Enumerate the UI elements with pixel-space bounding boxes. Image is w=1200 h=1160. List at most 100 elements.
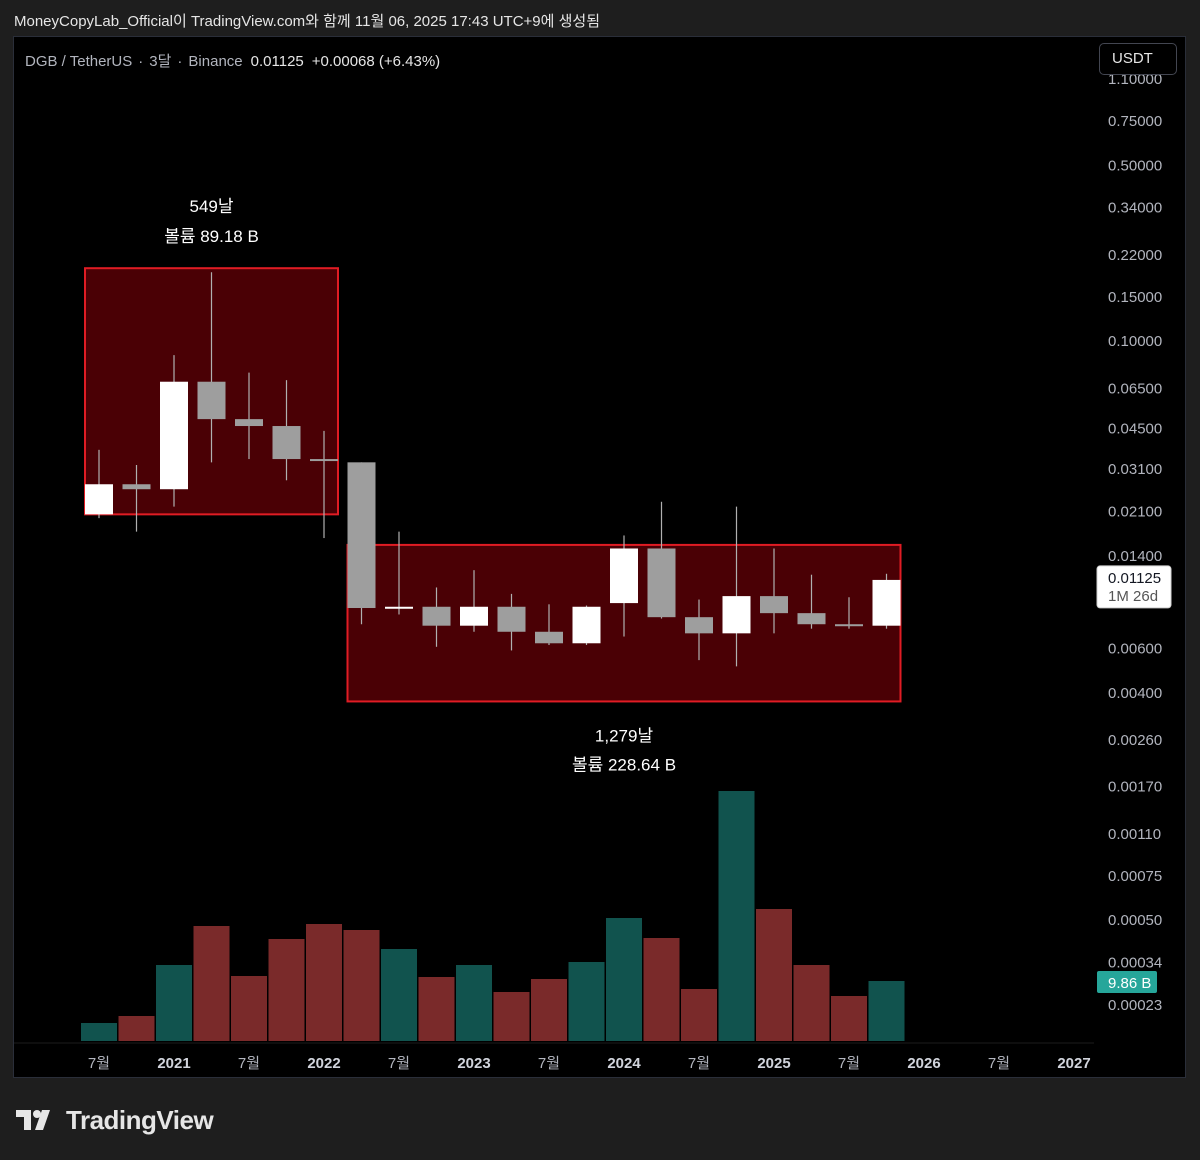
volume-bar [268, 939, 305, 1041]
exchange-label: Binance [188, 53, 243, 70]
chart-attribution: MoneyCopyLab_Official이 TradingView.com와 … [14, 13, 601, 30]
price-axis-label: 0.00400 [1108, 685, 1162, 702]
volume-bar [568, 962, 605, 1041]
price-axis-label: 0.34000 [1108, 199, 1162, 216]
volume-bar [606, 918, 642, 1041]
volume-tag [1097, 971, 1157, 993]
price-axis-label: 0.22000 [1108, 247, 1162, 264]
volume-bar [831, 996, 867, 1041]
last-price: 0.01125 [250, 53, 304, 70]
volume-bar [718, 791, 755, 1041]
time-axis-label: 7월 [238, 1055, 260, 1072]
price-axis-label: 0.06500 [1108, 380, 1162, 397]
candle-body[interactable] [535, 631, 563, 644]
symbol-legend[interactable]: DGB / TetherUS · 3달 · Binance 0.01125 +0.00068… [25, 53, 441, 70]
candle-body[interactable] [385, 606, 413, 609]
volume-bar [643, 938, 680, 1041]
candle-body[interactable] [422, 606, 451, 626]
time-axis-label: 7월 [688, 1055, 710, 1072]
volume-bar [793, 965, 830, 1041]
time-axis-label: 7월 [838, 1055, 860, 1072]
volume-bar [493, 992, 530, 1041]
candle-body[interactable] [610, 548, 638, 604]
tradingview-logo-icon [16, 1110, 50, 1130]
price-axis-label: 0.00023 [1108, 997, 1162, 1014]
price-axis-label: 0.00170 [1108, 778, 1162, 795]
volume-tag-value: 9.86 B [1108, 975, 1151, 992]
price-axis-label: 0.50000 [1108, 157, 1162, 174]
candle-body[interactable] [160, 381, 188, 490]
symbol-name[interactable]: DGB / TetherUS [25, 53, 133, 70]
range-duration-label: 549날 [189, 197, 233, 216]
candle-body[interactable] [347, 462, 376, 609]
volume-bar [81, 1023, 117, 1041]
candle-body[interactable] [872, 579, 901, 626]
range-volume-label: 볼륨 89.18 B [164, 227, 259, 246]
candle-body[interactable] [685, 617, 713, 634]
price-axis-label: 0.00034 [1108, 954, 1162, 971]
price-axis-label: 0.10000 [1108, 333, 1162, 350]
time-axis-label: 2025 [757, 1055, 790, 1072]
time-axis-label: 2022 [307, 1055, 340, 1072]
price-axis-label: 0.00260 [1108, 732, 1162, 749]
volume-bar [306, 924, 342, 1041]
candle-body[interactable] [122, 484, 151, 490]
tradingview-logo: TradingView [16, 1104, 214, 1136]
volume-bar [156, 965, 192, 1041]
time-axis-label: 7월 [538, 1055, 560, 1072]
time-axis-label: 7월 [88, 1055, 110, 1072]
last-price-tag [1096, 565, 1172, 609]
time-axis-label: 7월 [988, 1055, 1010, 1072]
candle-body[interactable] [797, 613, 826, 625]
candle-body[interactable] [197, 381, 226, 420]
candle-body[interactable] [647, 548, 676, 618]
volume-bar [681, 989, 717, 1041]
candle-body[interactable] [722, 596, 751, 634]
candle-body[interactable] [760, 596, 788, 614]
volume-bar [418, 977, 455, 1041]
volume-bar [868, 981, 905, 1041]
candle-body[interactable] [235, 419, 263, 427]
volume-bar [531, 979, 567, 1041]
price-axis-label: 0.00050 [1108, 912, 1162, 929]
volume-bar [118, 1016, 155, 1041]
candle-body[interactable] [310, 459, 338, 462]
price-axis-label: 0.01400 [1108, 548, 1162, 565]
brand-name: TradingView [66, 1104, 214, 1135]
volume-bar [456, 965, 492, 1041]
volume-bar [756, 909, 792, 1041]
time-axis-label: 2024 [607, 1055, 641, 1072]
price-axis-label: 0.00600 [1108, 641, 1162, 658]
last-price-tag-value: 0.01125 [1108, 570, 1161, 587]
price-change: +0.00068 (+6.43%) [311, 53, 441, 70]
currency-button[interactable]: USDT [1099, 43, 1177, 75]
price-axis-label: 0.04500 [1108, 420, 1162, 437]
candle-body[interactable] [572, 606, 601, 644]
bar-countdown: 1M 26d [1108, 588, 1158, 605]
candle-body[interactable] [272, 426, 301, 460]
price-axis-label: 0.00110 [1108, 826, 1161, 843]
price-axis-label: 0.03100 [1108, 461, 1162, 478]
candle-body[interactable] [85, 484, 113, 515]
price-axis-label: 0.00075 [1108, 868, 1162, 885]
price-axis-label: 0.02100 [1108, 504, 1162, 521]
candle-body[interactable] [497, 606, 526, 632]
candle-body[interactable] [835, 624, 863, 627]
time-axis-label: 2026 [907, 1055, 940, 1072]
range-volume-label: 볼륨 228.64 B [572, 755, 676, 774]
candle-body[interactable] [460, 606, 488, 626]
range-duration-label: 1,279날 [595, 726, 654, 745]
volume-bar [231, 976, 267, 1041]
volume-bar [193, 926, 230, 1041]
time-axis-label: 2021 [157, 1055, 190, 1072]
volume-bar [343, 930, 380, 1041]
time-axis-label: 2023 [457, 1055, 490, 1072]
price-axis-label: 0.75000 [1108, 113, 1162, 130]
price-axis-label: 0.15000 [1108, 289, 1162, 306]
time-axis-label: 7월 [388, 1055, 410, 1072]
price-axis-label: 1.10000 [1108, 71, 1162, 88]
volume-bar [381, 949, 417, 1041]
interval-label[interactable]: 3달 [149, 53, 172, 70]
